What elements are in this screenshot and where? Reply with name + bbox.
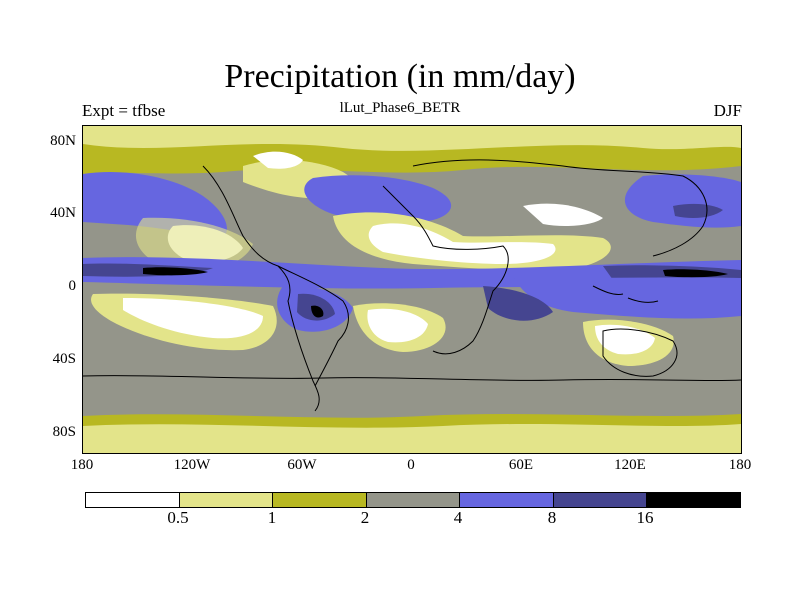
colorbar-label: 0.5 (167, 508, 189, 527)
lat-tick-80s: 80S (52, 424, 76, 440)
season-label: DJF (713, 101, 742, 120)
lon-tick-120w: 120W (173, 457, 211, 473)
lon-tick-120e: 120E (614, 457, 646, 473)
lon-tick-60w: 60W (287, 457, 317, 473)
colorbar-label: 1 (267, 508, 277, 527)
lat-tick-80n: 80N (50, 133, 76, 149)
run-label: lLut_Phase6_BETR (339, 100, 461, 116)
experiment-label: Expt = tfbse (82, 101, 166, 120)
lon-tick-180e: 180 (728, 457, 752, 473)
lon-tick-60e: 60E (508, 457, 534, 473)
colorbar (85, 492, 741, 508)
lon-tick-0: 0 (407, 457, 415, 473)
colorbar-swatch (273, 493, 367, 507)
colorbar-swatch (366, 493, 461, 507)
colorbar-label: 2 (360, 508, 370, 527)
lat-tick-40n: 40N (50, 205, 76, 221)
lat-tick-40s: 40S (52, 351, 76, 367)
colorbar-swatch (179, 493, 274, 507)
lat-tick-0: 0 (68, 278, 77, 294)
colorbar-label: 8 (547, 508, 557, 527)
colorbar-swatch (86, 493, 180, 507)
colorbar-swatch (647, 493, 741, 507)
lon-tick-180w: 180 (70, 457, 94, 473)
plot-title: Precipitation (in mm/day) (224, 58, 576, 95)
colorbar-label: 4 (453, 508, 463, 527)
colorbar-label: 16 (636, 508, 654, 527)
colorbar-swatch (553, 493, 648, 507)
colorbar-swatch (460, 493, 554, 507)
precipitation-map (82, 125, 742, 454)
